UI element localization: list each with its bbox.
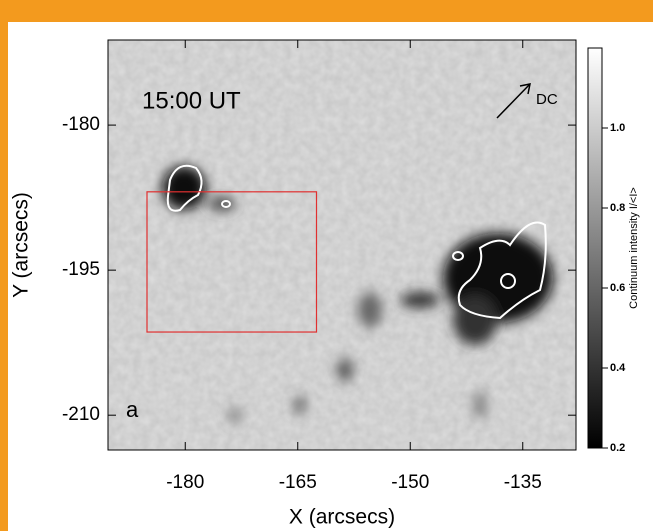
y-tick-label: -180 [62,114,100,135]
y-axis-label: Y (arcsecs) [10,192,33,298]
x-tick-label: -165 [279,472,317,493]
colorbar [588,48,602,448]
y-tick-label: -195 [62,259,100,280]
time-label: 15:00 UT [142,87,241,114]
colorbar-tick-label: 0.4 [610,362,626,374]
figure: DC 15:00 UT a X (arcsecs) Y (arcsecs) Co… [0,0,653,531]
frame-top [0,0,653,22]
dc-label: DC [536,91,558,108]
colorbar-label: Continuum intensity I/<I> [628,187,640,309]
y-tick-label: -210 [62,404,100,425]
frame-left [0,0,8,531]
colorbar-tick-label: 0.8 [610,202,625,214]
colorbar-tick-label: 0.6 [610,282,625,294]
x-axis-label: X (arcsecs) [289,506,395,529]
panel-label: a [126,397,139,422]
colorbar-tick-label: 0.2 [610,442,625,454]
x-tick-label: -135 [504,472,542,493]
x-tick-label: -150 [391,472,429,493]
colorbar-tick-label: 1.0 [610,122,625,134]
x-tick-label: -180 [166,472,204,493]
